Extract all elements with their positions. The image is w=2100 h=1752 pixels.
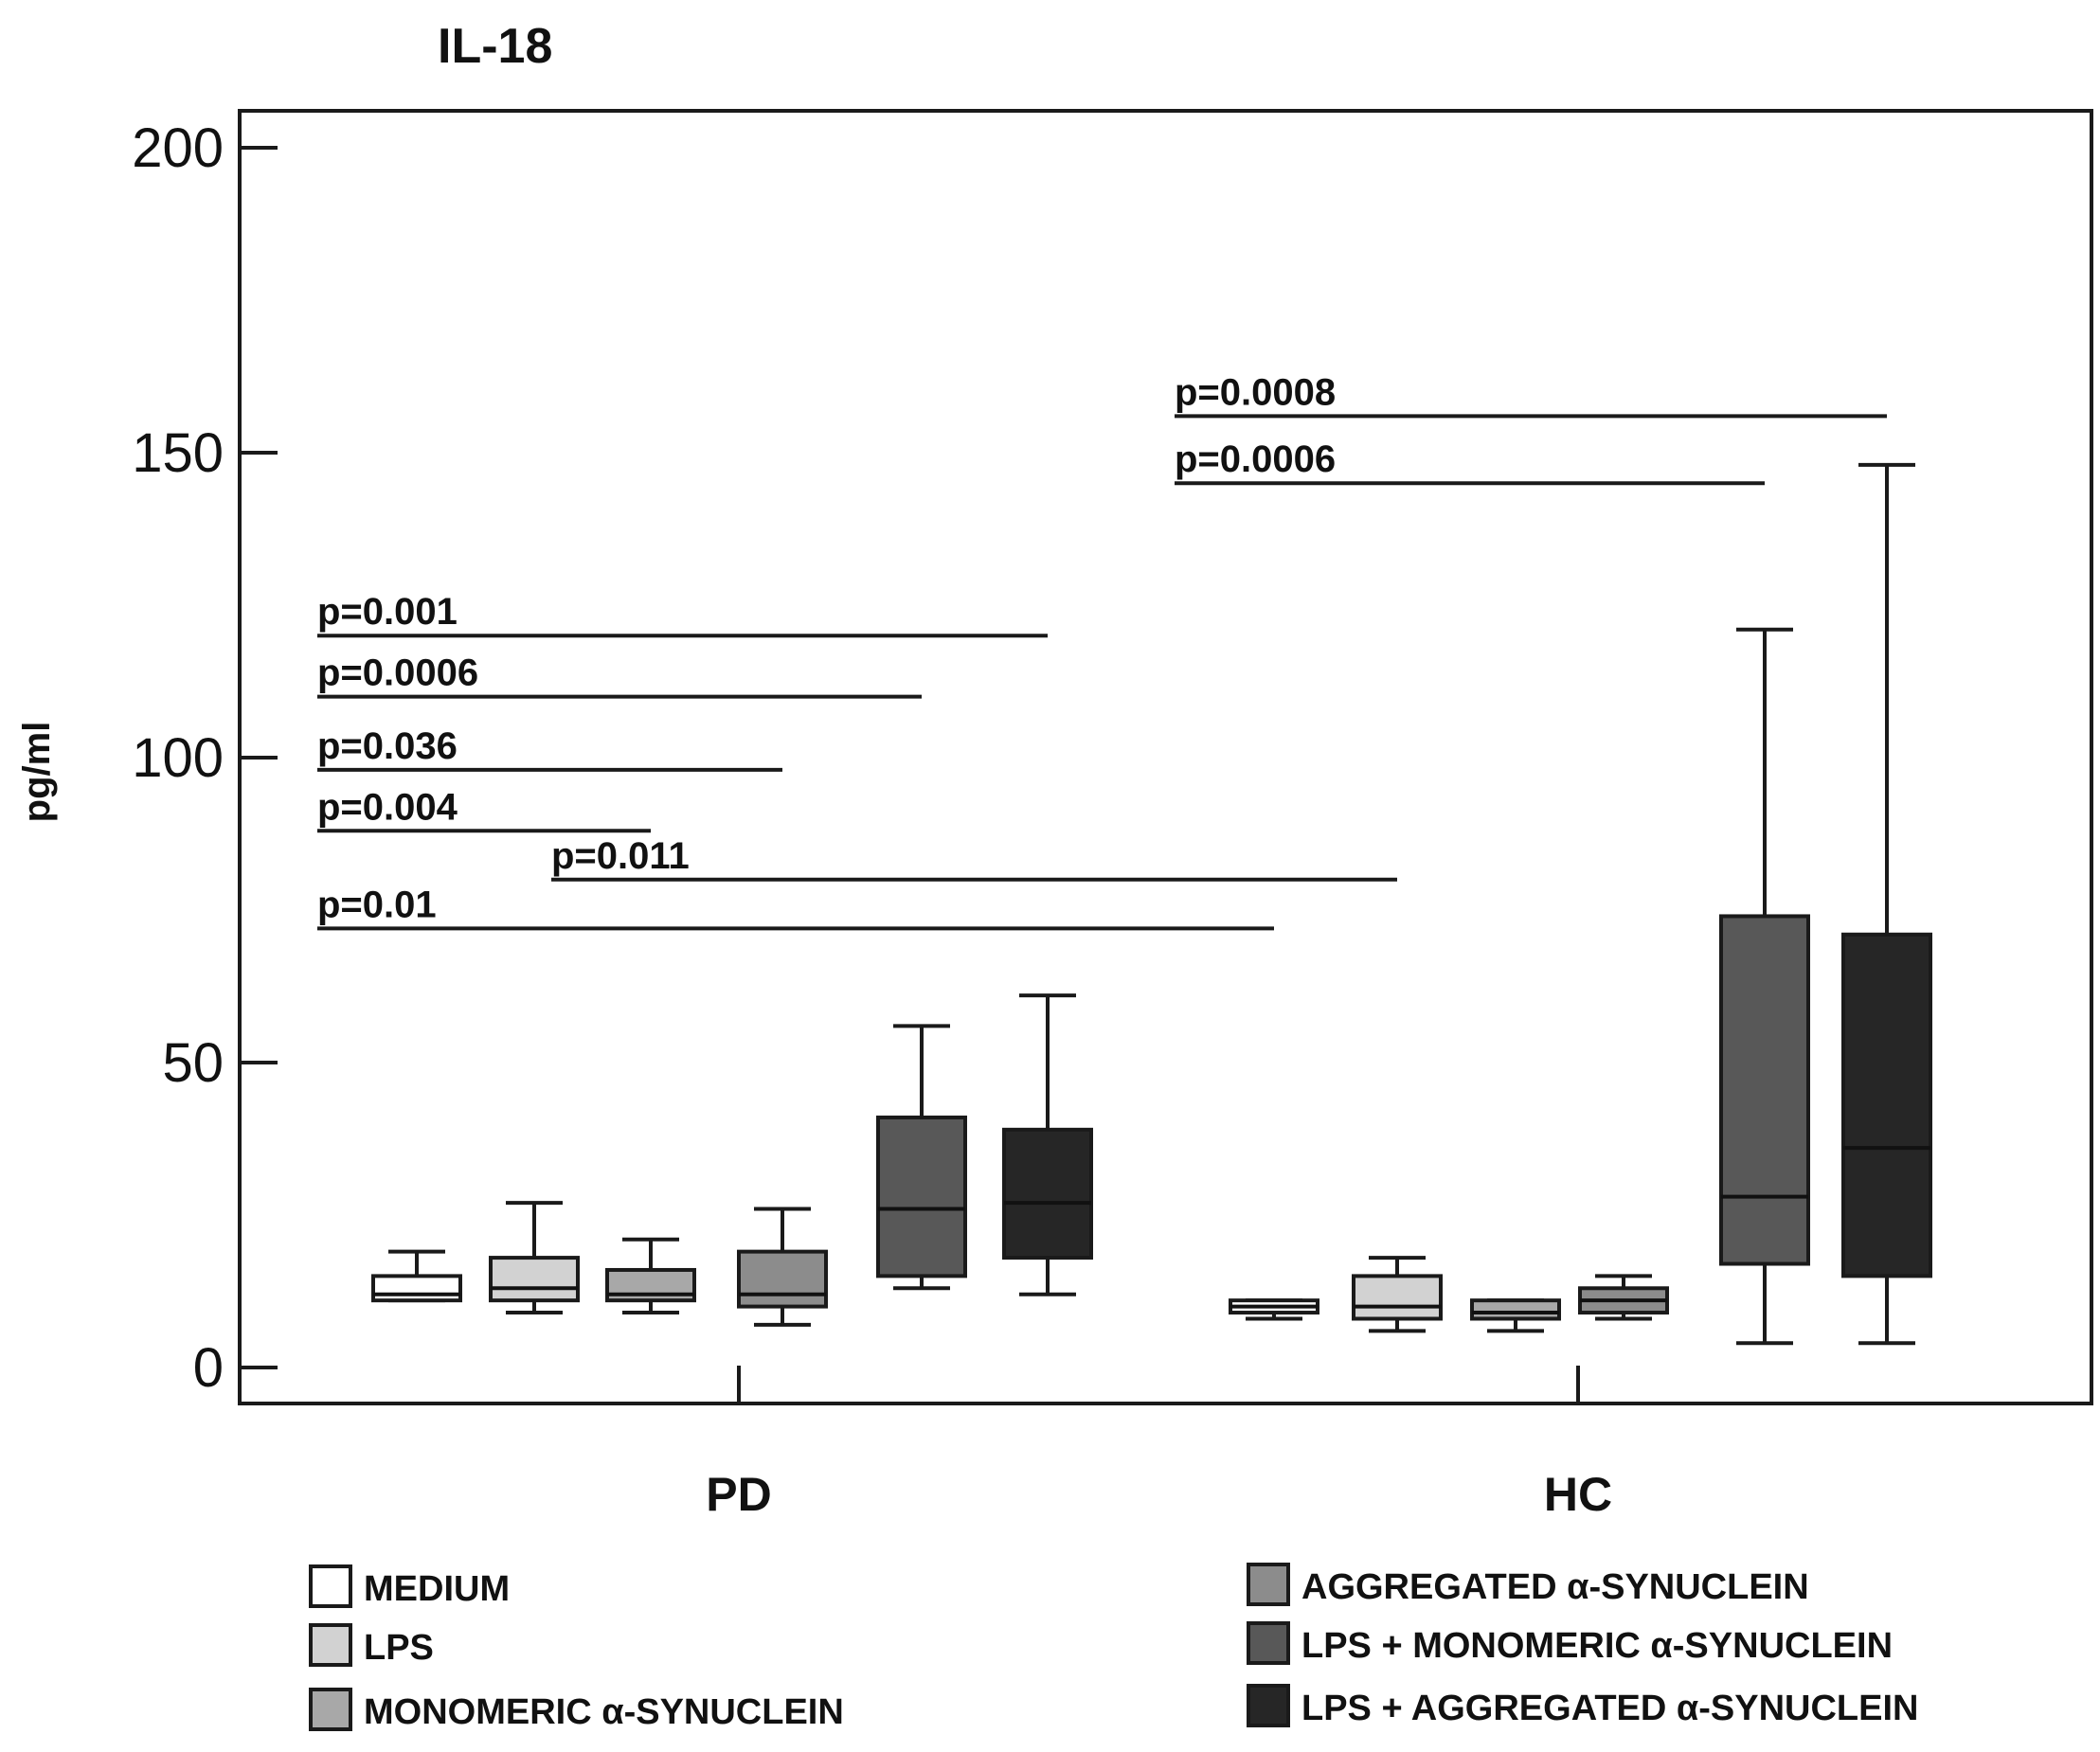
box-pd-2 <box>605 1237 696 1315</box>
legend-label: LPS <box>364 1628 434 1668</box>
legend-label: AGGREGATED α-SYNUCLEIN <box>1301 1567 1809 1607</box>
significance-label: p=0.0006 <box>317 653 478 694</box>
box-iqr <box>1841 932 1932 1278</box>
y-tick-label: 100 <box>132 727 224 789</box>
box-pd-4 <box>876 1024 967 1291</box>
box-hc-9 <box>1578 1274 1669 1321</box>
box-hc-10 <box>1719 627 1810 1346</box>
legend-swatch <box>1247 1684 1290 1727</box>
box-hc-7 <box>1352 1256 1443 1333</box>
legend-item: LPS <box>309 1623 434 1668</box>
x-group-label: HC <box>1544 1468 1612 1521</box>
x-axis: PD HC <box>706 1366 1612 1521</box>
box-iqr <box>737 1249 828 1309</box>
plot-frame <box>238 109 2093 1405</box>
significance-label: p=0.0006 <box>1175 438 1336 480</box>
legend-item: AGGREGATED α-SYNUCLEIN <box>1247 1563 1809 1607</box>
legend-item: MEDIUM <box>309 1564 510 1609</box>
legend-label: MEDIUM <box>364 1569 510 1609</box>
chart-title: IL-18 <box>438 19 552 74</box>
box-iqr <box>1352 1274 1443 1321</box>
box-iqr <box>371 1274 462 1303</box>
legend-swatch <box>1247 1621 1290 1665</box>
legend-item: MONOMERIC α-SYNUCLEIN <box>309 1688 844 1732</box>
y-tick-label: 200 <box>132 117 224 179</box>
box-pd-1 <box>489 1201 580 1315</box>
significance-label: p=0.01 <box>317 884 437 925</box>
box-hc-6 <box>1229 1298 1319 1321</box>
x-group-label: PD <box>706 1468 771 1521</box>
legend-label: MONOMERIC α-SYNUCLEIN <box>364 1692 844 1732</box>
y-tick-label: 0 <box>193 1337 224 1399</box>
y-tick-label: 150 <box>132 422 224 484</box>
significance-label: p=0.011 <box>551 835 690 877</box>
significance-label: p=0.004 <box>317 786 458 828</box>
box-iqr <box>1470 1298 1561 1321</box>
box-series <box>371 462 1932 1346</box>
legend: MEDIUM LPS MONOMERIC α-SYNUCLEIN AGGREGATED… <box>309 1563 1918 1732</box>
significance-label: p=0.0008 <box>1175 371 1336 413</box>
legend-label: LPS + MONOMERIC α-SYNUCLEIN <box>1301 1626 1893 1666</box>
box-hc-8 <box>1470 1298 1561 1333</box>
legend-swatch <box>1247 1563 1290 1606</box>
legend-swatch <box>309 1688 352 1731</box>
significance-label: p=0.001 <box>317 591 458 633</box>
legend-swatch <box>309 1564 352 1608</box>
significance-label: p=0.036 <box>317 725 458 767</box>
box-pd-0 <box>371 1249 462 1303</box>
box-iqr <box>1002 1127 1093 1260</box>
box-pd-3 <box>737 1207 828 1327</box>
box-hc-11 <box>1841 462 1932 1346</box>
significance-annotations: p=0.001 p=0.0006 p=0.036 p=0.004 p=0.011 p=0.… <box>317 371 1887 931</box>
legend-swatch <box>309 1623 352 1667</box>
y-axis-label: pg/ml <box>16 722 58 823</box>
box-iqr <box>876 1115 967 1278</box>
y-tick-label: 50 <box>162 1032 224 1094</box>
box-pd-5 <box>1002 993 1093 1296</box>
legend-label: LPS + AGGREGATED α-SYNUCLEIN <box>1301 1689 1918 1728</box>
box-iqr <box>1719 914 1810 1266</box>
legend-item: LPS + MONOMERIC α-SYNUCLEIN <box>1247 1621 1893 1666</box>
y-axis: 0 50 100 150 200 <box>132 117 278 1399</box>
legend-item: LPS + AGGREGATED α-SYNUCLEIN <box>1247 1684 1918 1728</box>
box-iqr <box>489 1256 580 1303</box>
